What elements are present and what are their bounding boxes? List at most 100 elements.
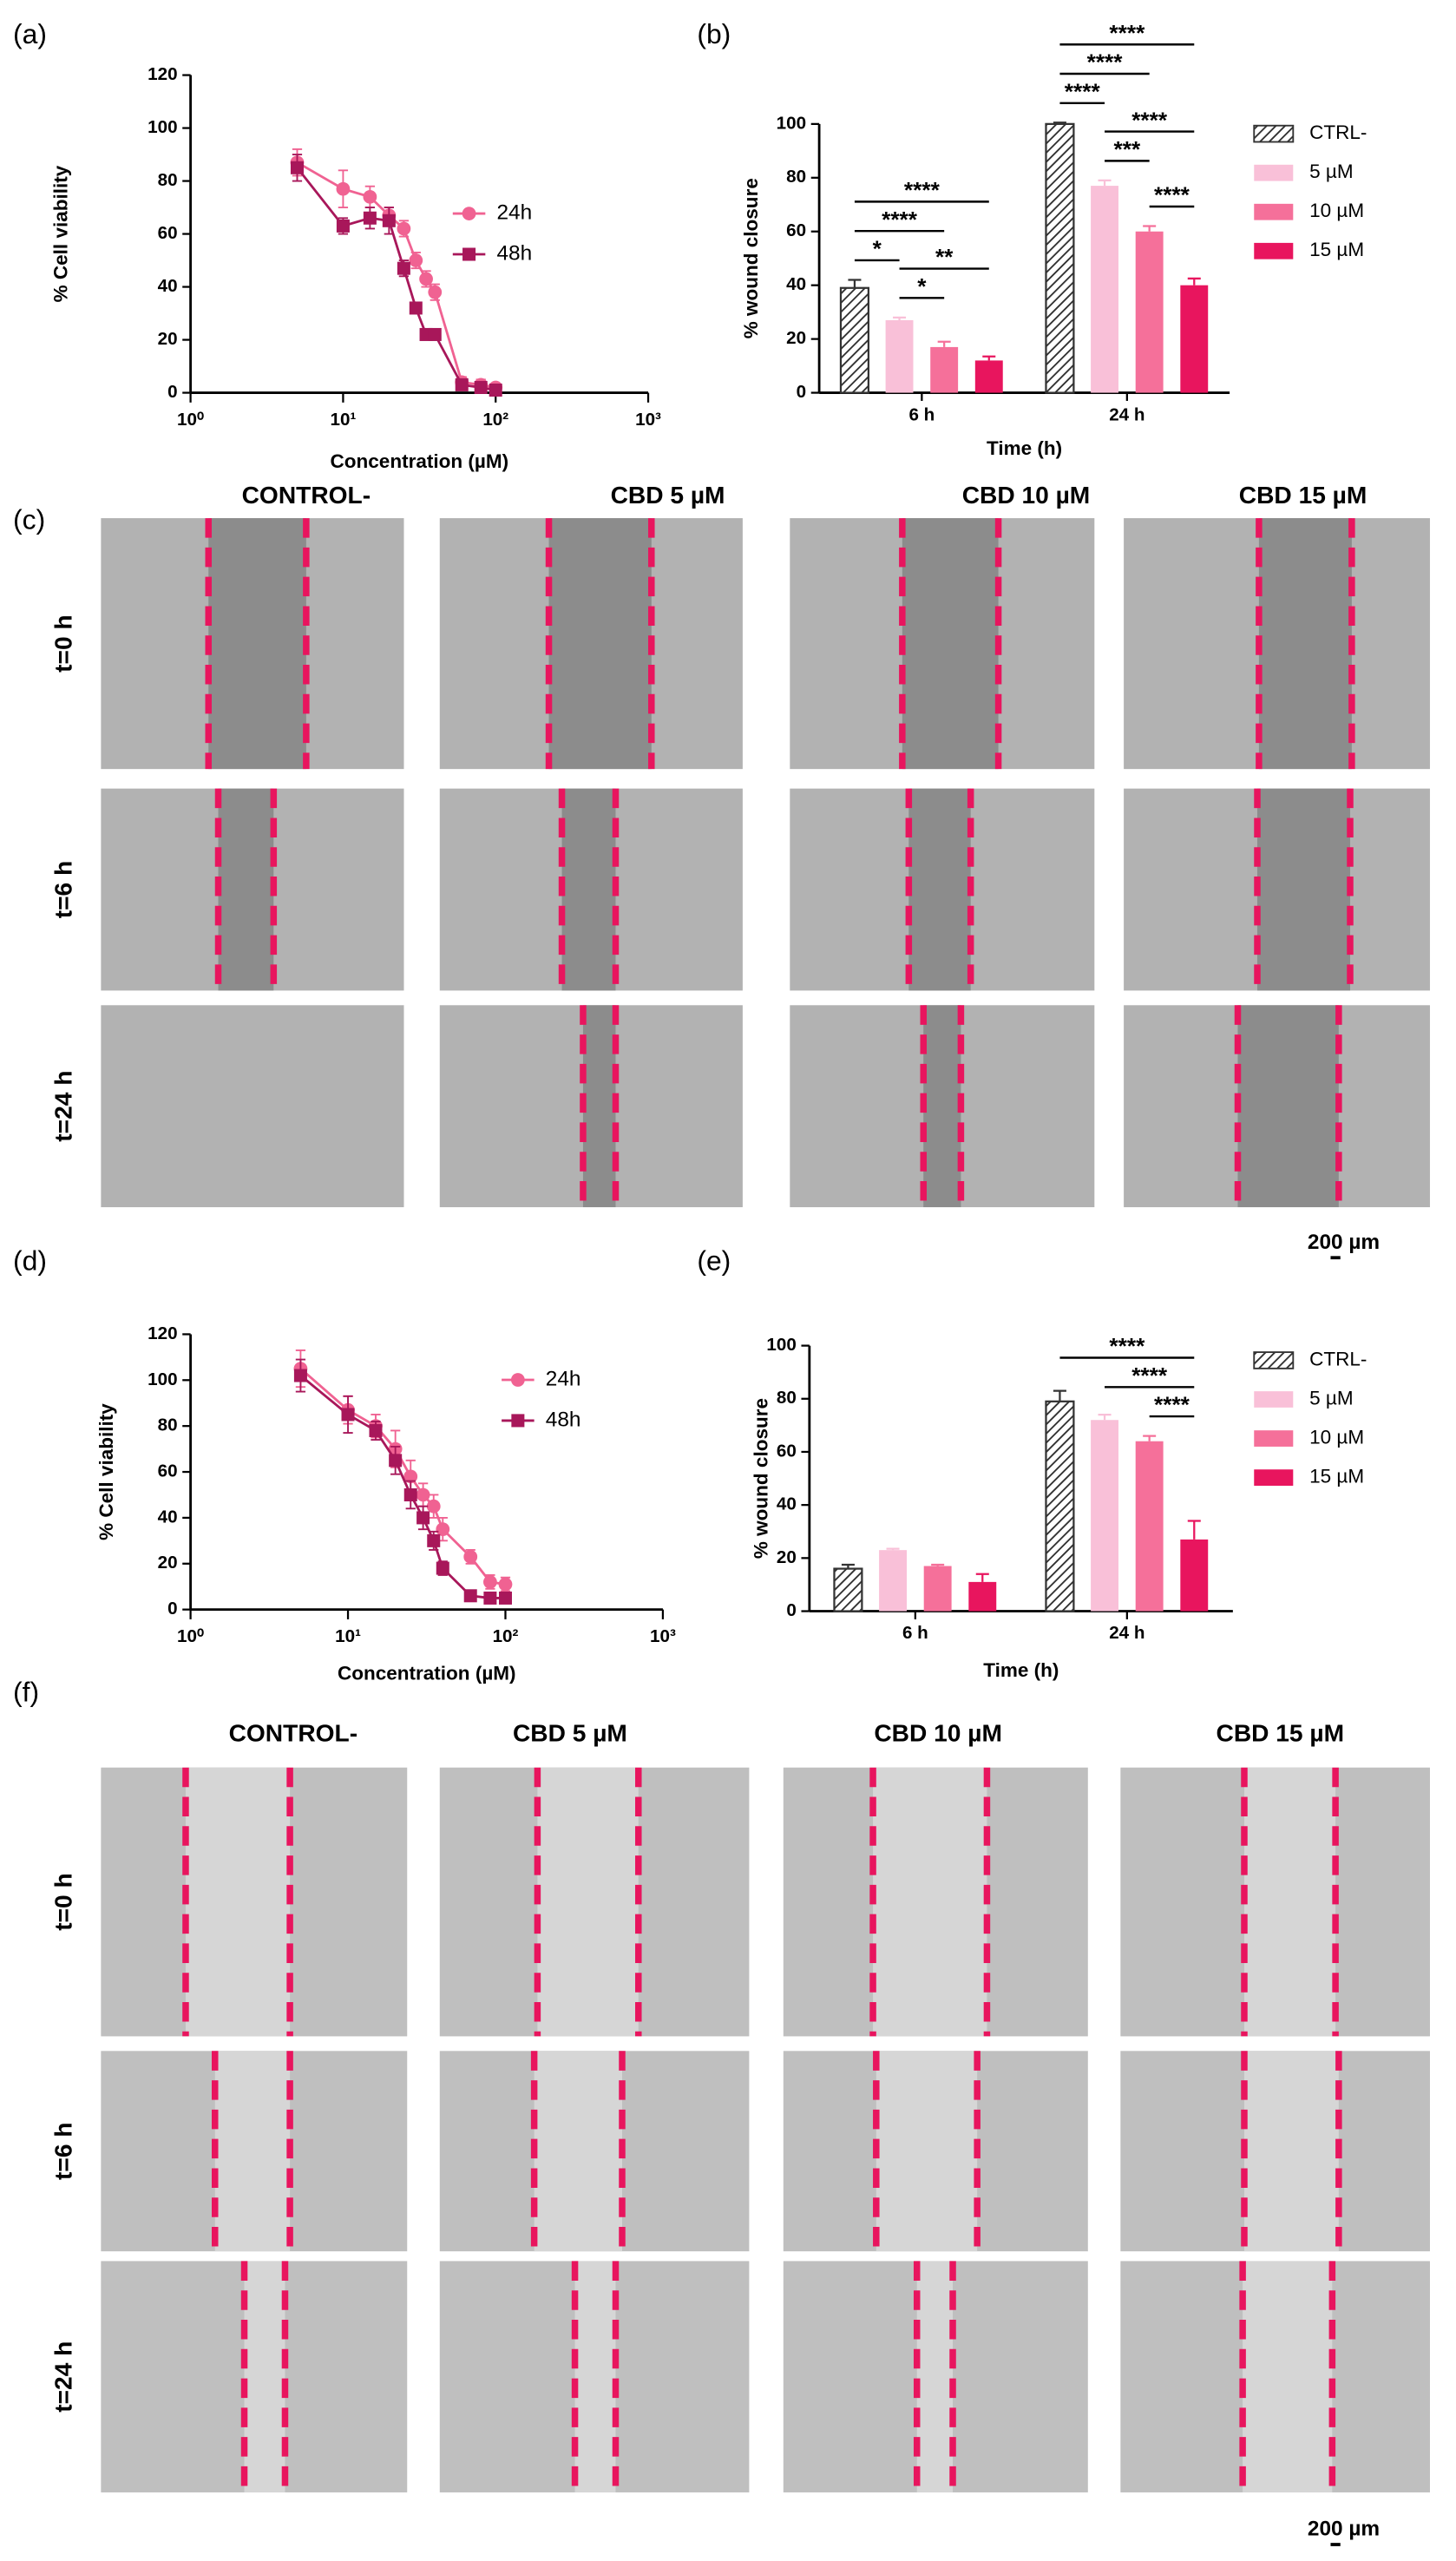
legend-marker xyxy=(462,207,476,220)
legend-swatch xyxy=(1253,124,1295,143)
wound-gap xyxy=(534,2051,622,2252)
point xyxy=(389,1454,403,1468)
point xyxy=(290,161,304,174)
fit-line xyxy=(296,161,496,389)
wound-gap xyxy=(244,2261,285,2492)
point xyxy=(436,1522,450,1537)
y-tick-label: 100 xyxy=(766,1335,796,1355)
bar xyxy=(1091,186,1119,393)
row-label: t=0 h xyxy=(50,614,77,672)
legend-label: 5 µM xyxy=(1309,161,1354,182)
y-tick-label: 60 xyxy=(158,1461,178,1481)
point xyxy=(416,1487,430,1502)
wound-gap xyxy=(582,1005,616,1208)
point xyxy=(409,301,423,315)
bar xyxy=(879,1550,907,1612)
error-bar xyxy=(1098,179,1112,187)
wound-gap xyxy=(908,788,971,991)
legend-label: 24h xyxy=(496,201,532,225)
wound-gap xyxy=(1243,1767,1336,2037)
error-bar xyxy=(893,316,907,320)
error-bar xyxy=(1143,1435,1157,1441)
error-bar xyxy=(937,340,951,347)
point xyxy=(403,1469,418,1484)
y-tick-label: 40 xyxy=(158,1507,178,1527)
x-axis-label: Time (h) xyxy=(987,437,1062,459)
bar xyxy=(885,319,914,393)
point xyxy=(436,1561,449,1575)
wound-gap xyxy=(923,1005,961,1208)
legend-label: 15 µM xyxy=(1309,239,1364,260)
legend-marker xyxy=(511,1414,525,1428)
significance-label: **** xyxy=(1109,1333,1145,1359)
row-label: t=6 h xyxy=(50,861,77,918)
significance-label: **** xyxy=(1065,78,1101,104)
point xyxy=(336,181,351,196)
x-tick-label: 10³ xyxy=(650,1626,676,1646)
significance-label: **** xyxy=(1154,182,1190,208)
legend-swatch xyxy=(1254,1430,1294,1447)
y-tick-label: 120 xyxy=(148,1323,177,1343)
wound-gap xyxy=(873,1767,987,2037)
row-label: t=6 h xyxy=(50,2122,77,2179)
wound-gap xyxy=(574,2261,616,2492)
wound-gap xyxy=(561,788,616,991)
column-header: CONTROL- xyxy=(242,482,371,509)
error-bar xyxy=(982,355,996,361)
wound-gap xyxy=(208,518,306,770)
significance-label: * xyxy=(873,236,882,262)
scale-bar-label: 200 µm xyxy=(1308,2518,1380,2541)
x-tick-label: 10³ xyxy=(635,410,661,430)
wound-gap xyxy=(1257,788,1350,991)
wound-gap xyxy=(1237,1005,1339,1208)
x-tick-label: 10¹ xyxy=(331,410,357,430)
legend-label: CTRL- xyxy=(1309,1348,1367,1369)
y-tick-label: 60 xyxy=(158,223,178,243)
significance-label: **** xyxy=(1131,1363,1168,1389)
wound-gap xyxy=(916,2261,954,2492)
point xyxy=(363,211,377,225)
point xyxy=(463,1549,478,1564)
y-tick-label: 20 xyxy=(777,1547,797,1567)
y-tick-label: 40 xyxy=(777,1494,797,1514)
point xyxy=(409,253,423,267)
y-tick-label: 20 xyxy=(158,329,178,349)
fit-line xyxy=(296,167,496,391)
y-tick-label: 100 xyxy=(777,113,806,133)
point xyxy=(428,327,442,341)
legend-swatch xyxy=(1253,1351,1295,1369)
wound-gap xyxy=(902,518,999,770)
legend-label: 15 µM xyxy=(1309,1466,1364,1487)
bar xyxy=(1135,1441,1164,1612)
x-tick-label: 10⁰ xyxy=(177,1626,205,1646)
wound-gap xyxy=(218,788,274,991)
panel-label: (d) xyxy=(13,1244,47,1276)
y-tick-label: 40 xyxy=(786,274,806,294)
column-header: CBD 5 µM xyxy=(611,482,725,509)
x-tick-label: 10² xyxy=(493,1626,519,1646)
point xyxy=(369,1423,383,1437)
point xyxy=(397,261,410,275)
bar xyxy=(1045,122,1075,394)
point xyxy=(455,378,469,391)
bar xyxy=(923,1566,952,1612)
error-bar xyxy=(1098,1413,1112,1421)
error-bar xyxy=(1187,1520,1201,1540)
row-label: t=0 h xyxy=(50,1873,77,1930)
x-tick-label: 10¹ xyxy=(335,1626,361,1646)
panel-label: (a) xyxy=(13,18,47,49)
micrograph xyxy=(101,1005,404,1208)
legend-swatch xyxy=(1254,203,1294,220)
legend-swatch xyxy=(1254,164,1294,181)
point xyxy=(427,1533,441,1547)
legend-label: 24h xyxy=(546,1367,581,1390)
column-header: CBD 5 µM xyxy=(513,1720,627,1747)
bar xyxy=(833,1567,863,1612)
x-axis-label: Time (h) xyxy=(983,1659,1059,1681)
y-tick-label: 80 xyxy=(158,1415,178,1435)
error-bar xyxy=(1143,225,1157,232)
y-tick-label: 20 xyxy=(786,328,806,348)
point xyxy=(463,1589,477,1603)
legend-swatch xyxy=(1254,242,1294,259)
wound-gap xyxy=(1258,518,1352,770)
